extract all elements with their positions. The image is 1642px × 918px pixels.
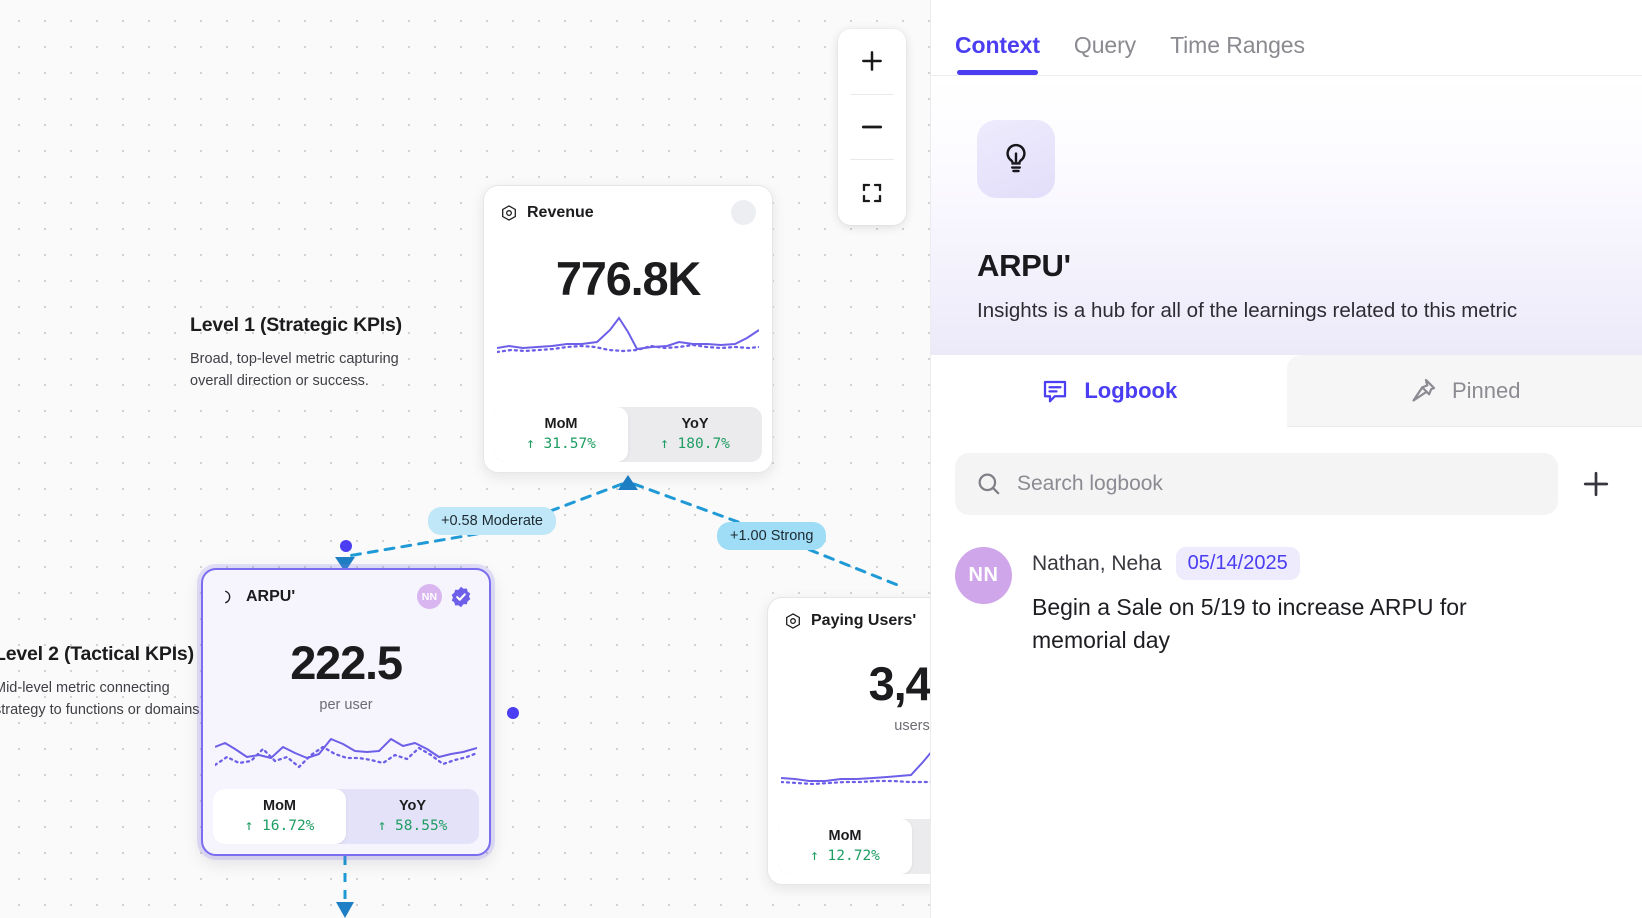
- level-2-description: Mid-level metric connecting strategy to …: [0, 680, 204, 719]
- card-body: 3,49 users: [768, 634, 930, 819]
- card-header-actions: [731, 200, 756, 225]
- card-title: Revenue: [527, 203, 594, 221]
- verified-badge-icon[interactable]: [449, 585, 473, 609]
- card-title: ARPU': [246, 587, 296, 605]
- moon-icon: [225, 590, 231, 603]
- search-icon: [978, 473, 1000, 495]
- footer-label: YoY: [681, 416, 709, 432]
- card-title: Paying Users': [811, 612, 917, 629]
- avatar: [731, 200, 756, 225]
- list-item[interactable]: NN Nathan, Neha 05/14/2025 Begin a Sale …: [955, 547, 1618, 656]
- plus-icon: [862, 51, 882, 72]
- footer-value: ↑ 31.57%: [526, 436, 596, 452]
- footer-metric-mom[interactable]: MoM ↑ 12.72%: [778, 819, 912, 874]
- pin-icon: [1412, 378, 1436, 402]
- search-box[interactable]: [955, 453, 1558, 516]
- footer-value: ↑ 16.72%: [244, 818, 315, 834]
- card-value: 776.8K: [555, 252, 702, 305]
- tab-time-ranges[interactable]: Time Ranges: [1170, 32, 1305, 58]
- card-value: 3,49: [868, 657, 930, 710]
- avatar: NN: [955, 547, 1012, 605]
- zoom-out-button[interactable]: [838, 95, 906, 160]
- avatar[interactable]: NN: [417, 584, 442, 609]
- card-body: 776.8K: [484, 229, 772, 407]
- card-header: Revenue: [484, 186, 772, 229]
- panel-tab-bar: Context Query Time Ranges: [931, 0, 1642, 76]
- sparkline-chart: [781, 752, 930, 786]
- card-value: 222.5: [290, 636, 403, 689]
- card-unit: users: [894, 718, 930, 734]
- sparkline-chart: [215, 738, 477, 769]
- metric-card-arpu[interactable]: ARPU' NN 222.5 per user: [201, 568, 491, 856]
- tab-pinned-label: Pinned: [1451, 377, 1521, 403]
- level-1-annotation: Level 1 (Strategic KPIs) Broad, top-leve…: [190, 314, 402, 393]
- footer-value: ↑ 12.72%: [810, 848, 880, 864]
- hero-icon-tile: [977, 120, 1055, 198]
- footer-metric-yoy[interactable]: YoY ↑ 180.7%: [628, 407, 762, 462]
- tab-pinned[interactable]: Pinned: [1286, 355, 1642, 428]
- tab-context[interactable]: Context: [955, 32, 1040, 75]
- plus-icon: [1583, 471, 1609, 497]
- comment-icon: [1044, 380, 1067, 402]
- add-log-entry-button[interactable]: [1574, 462, 1618, 506]
- log-entry-author: Nathan, Neha: [1032, 551, 1162, 575]
- log-entry-content: Nathan, Neha 05/14/2025 Begin a Sale on …: [1032, 547, 1552, 656]
- graph-canvas[interactable]: Level 1 (Strategic KPIs) Broad, top-leve…: [0, 0, 930, 918]
- lightbulb-icon: [1006, 143, 1026, 173]
- footer-metric-yoy[interactable]: YoY ↑ 58.55%: [346, 789, 479, 844]
- log-entry-text: Begin a Sale on 5/19 to increase ARPU fo…: [1032, 594, 1467, 653]
- footer-metric-mom[interactable]: MoM ↑ 16.72%: [213, 789, 346, 844]
- level-1-title: Level 1 (Strategic KPIs): [190, 314, 402, 336]
- card-body: 222.5 per user: [203, 613, 489, 789]
- card-footer: MoM ↑ 12.72%: [778, 819, 930, 874]
- fit-view-button[interactable]: [838, 160, 906, 225]
- footer-value: ↑ 180.7%: [660, 436, 730, 452]
- logbook-tab-bar: Logbook Pinned: [931, 355, 1642, 428]
- minus-icon: [861, 125, 883, 129]
- tab-query[interactable]: Query: [1073, 32, 1137, 58]
- logbook-entry-list: NN Nathan, Neha 05/14/2025 Begin a Sale …: [931, 525, 1642, 656]
- logbook-search-row: [931, 427, 1642, 525]
- hexagon-icon: [786, 613, 800, 629]
- card-header-actions: NN: [417, 584, 473, 609]
- metric-card-paying-users[interactable]: Paying Users' 3,49 users MoM ↑ 12.72%: [767, 597, 930, 885]
- footer-metric-mom[interactable]: MoM ↑ 31.57%: [494, 407, 628, 462]
- card-unit: per user: [319, 697, 373, 713]
- hero-subtitle: Insights is a hub for all of the learnin…: [977, 299, 1518, 322]
- edge-label-moderate[interactable]: +0.58 Moderate: [428, 507, 556, 535]
- tab-logbook-label: Logbook: [1084, 377, 1178, 403]
- card-footer: MoM ↑ 16.72% YoY ↑ 58.55%: [213, 789, 479, 844]
- footer-label: YoY: [398, 798, 427, 814]
- hero-title: ARPU': [977, 248, 1071, 283]
- card-footer: MoM ↑ 31.57% YoY ↑ 180.7%: [494, 407, 762, 462]
- footer-label: MoM: [828, 828, 862, 844]
- divider: [850, 159, 894, 161]
- zoom-in-button[interactable]: [838, 29, 906, 94]
- footer-label: MoM: [262, 798, 296, 814]
- metric-card-revenue[interactable]: Revenue 776.8K MoM ↑ 31.57% YoY: [483, 185, 773, 473]
- zoom-controls[interactable]: [838, 29, 906, 225]
- footer-metric-spacer: [912, 819, 930, 874]
- log-entry-meta: Nathan, Neha 05/14/2025: [1032, 547, 1552, 581]
- fullscreen-icon: [862, 183, 882, 202]
- edge-label-strong[interactable]: +1.00 Strong: [717, 522, 827, 550]
- context-panel: Context Query Time Ranges ARPU' Insights…: [930, 0, 1642, 918]
- level-2-annotation: Level 2 (Tactical KPIs) Mid-level metric…: [0, 643, 204, 722]
- card-header: ARPU' NN: [203, 570, 489, 613]
- footer-label: MoM: [544, 416, 578, 432]
- log-entry-date: 05/14/2025: [1175, 547, 1300, 581]
- level-1-description: Broad, top-level metric capturing overal…: [190, 351, 399, 390]
- card-header: Paying Users': [768, 598, 930, 634]
- level-2-title: Level 2 (Tactical KPIs): [0, 643, 194, 665]
- hexagon-icon: [502, 204, 516, 221]
- divider: [850, 93, 894, 95]
- sparkline-chart: [497, 316, 759, 354]
- footer-value: ↑ 58.55%: [377, 818, 448, 834]
- metric-hero: ARPU' Insights is a hub for all of the l…: [931, 76, 1642, 356]
- tab-logbook[interactable]: Logbook: [931, 355, 1287, 428]
- search-input[interactable]: [1017, 472, 1538, 497]
